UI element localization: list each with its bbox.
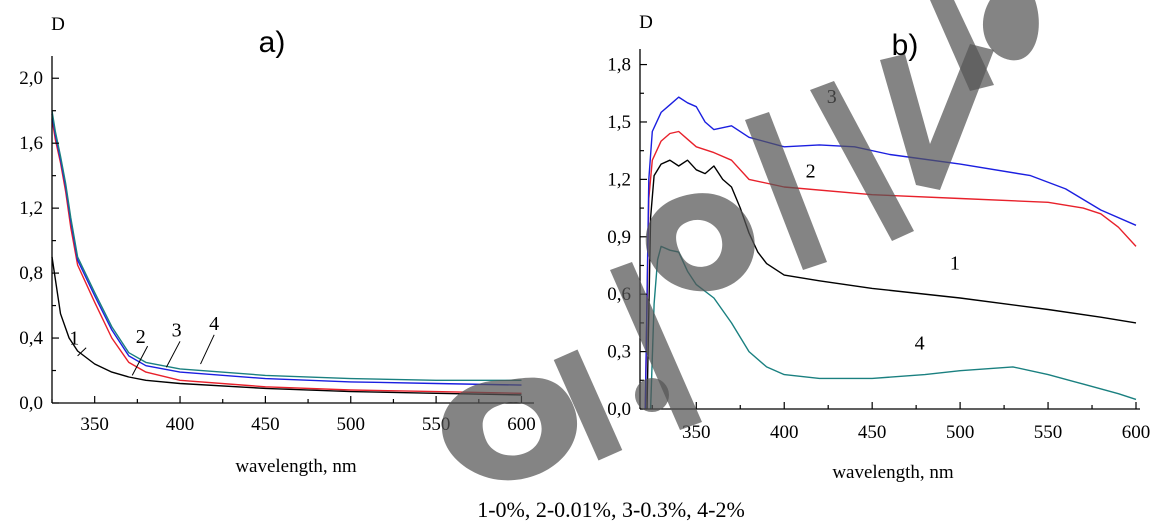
x-tick-label: 400 — [166, 414, 195, 435]
caption: 1-0%, 2-0.01%, 3-0.3%, 4-2% — [477, 497, 745, 522]
x-axis-title: wavelength, nm — [832, 462, 954, 483]
curve-label-2: 2 — [806, 160, 816, 182]
x-tick-label: 350 — [80, 414, 109, 435]
curve-label-1: 1 — [69, 328, 79, 350]
x-tick-label: 500 — [337, 414, 366, 435]
leader-line — [131, 345, 149, 376]
x-tick-label: 500 — [946, 422, 975, 443]
y-tick-label: 2,0 — [19, 68, 43, 89]
y-tick-label: 1,2 — [19, 198, 43, 219]
y-tick-label: 1,2 — [607, 169, 631, 190]
leader-line — [77, 347, 87, 357]
y-tick-label: 1,8 — [607, 55, 631, 76]
series-line-2 — [51, 118, 522, 394]
curve-label-2: 2 — [136, 326, 146, 348]
series-line-3 — [51, 113, 522, 386]
x-tick-label: 600 — [507, 414, 536, 435]
series-line-1 — [51, 256, 522, 396]
x-axis-title: wavelength, nm — [235, 456, 357, 477]
y-axis-title: D — [639, 12, 653, 33]
y-tick-label: 0,4 — [19, 328, 43, 349]
y-tick-label: 0,3 — [607, 342, 631, 363]
y-tick-label: 0,8 — [19, 263, 43, 284]
curve-label-3: 3 — [172, 319, 182, 341]
x-tick-label: 450 — [858, 422, 887, 443]
series-line-2 — [644, 130, 1137, 410]
series-line-1 — [646, 159, 1137, 410]
series-line-3 — [644, 96, 1137, 410]
y-tick-label: 0,0 — [19, 393, 43, 414]
watermark — [441, 0, 1039, 481]
panel-label: a) — [259, 26, 286, 59]
x-tick-label: 600 — [1122, 422, 1151, 443]
curve-label-1: 1 — [950, 252, 960, 274]
series-line-4 — [51, 110, 522, 381]
x-tick-label: 350 — [682, 422, 711, 443]
y-tick-label: 1,6 — [19, 133, 43, 154]
y-tick-label: 0,0 — [607, 399, 631, 420]
x-tick-label: 550 — [1034, 422, 1063, 443]
curve-label-4: 4 — [209, 313, 219, 335]
curve-label-4: 4 — [915, 333, 925, 355]
x-tick-label: 400 — [770, 422, 799, 443]
y-axis-title: D — [51, 14, 65, 35]
chart-panel-a: 350 400 450 500 550 6000,00,40,81,21,62,0Dwav… — [19, 14, 535, 477]
y-tick-label: 0,9 — [607, 227, 631, 248]
y-tick-label: 1,5 — [607, 112, 631, 133]
x-tick-label: 450 — [251, 414, 280, 435]
leader-line — [200, 334, 215, 365]
leader-line — [165, 341, 181, 368]
chart-panel-b: 350 400 450 500 550 6000,00,30,60,91,21,51,8D… — [607, 12, 1150, 483]
